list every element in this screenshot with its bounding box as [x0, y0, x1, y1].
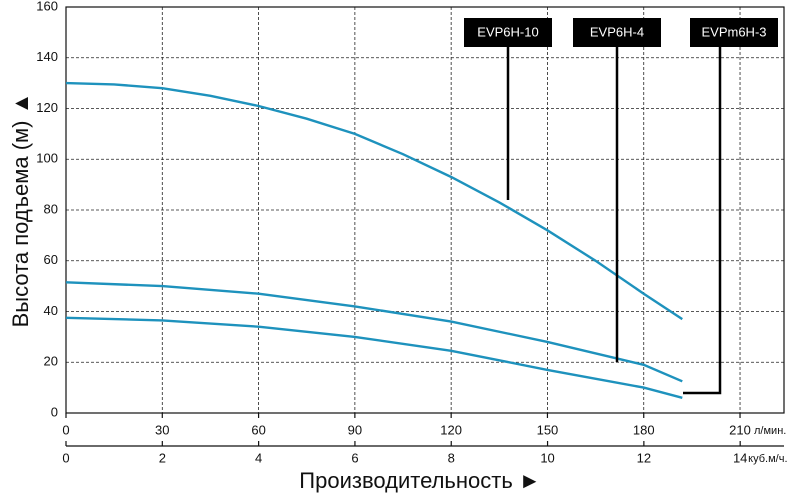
y-tick-label: 80 — [44, 201, 58, 216]
y-tick-label: 60 — [44, 252, 58, 267]
plot-frame — [65, 6, 785, 414]
legend-label: EVPm6H-3 — [701, 24, 766, 39]
legend-label: EVP6H-4 — [590, 24, 644, 39]
x2-tick-label: 2 — [159, 450, 166, 465]
x-tick-label: 150 — [537, 422, 559, 437]
x2-tick-label: 14 — [733, 450, 747, 465]
x-unit: л/мин. — [754, 425, 786, 437]
label-box — [464, 18, 552, 47]
x-axis-label: Производительность ► — [299, 468, 540, 493]
x-tick-label: 90 — [348, 422, 362, 437]
x2-tick-label: 6 — [351, 450, 358, 465]
legend-label: EVP6H-10 — [477, 24, 538, 39]
y-tick-label: 120 — [36, 100, 58, 115]
x2-tick-label: 10 — [540, 450, 554, 465]
x-tick-label: 30 — [155, 422, 169, 437]
x-tick-label: 210 — [729, 422, 751, 437]
curve — [65, 316, 683, 399]
x2-tick-label: 8 — [448, 450, 455, 465]
x-tick-label: 120 — [440, 422, 462, 437]
curve — [65, 281, 683, 383]
x-tick-label: 0 — [62, 422, 69, 437]
x2-tick-label: 4 — [255, 450, 262, 465]
leader-line — [683, 47, 722, 395]
y-tick-label: 100 — [36, 151, 58, 166]
y-axis-label: Высота подъема (м) ▲ — [8, 93, 33, 328]
curve — [65, 81, 683, 321]
y-tick-label: 20 — [44, 354, 58, 369]
y-tick-label: 160 — [36, 0, 58, 13]
y-tick-label: 140 — [36, 49, 58, 64]
x-tick-label: 180 — [633, 422, 655, 437]
x2-tick-label: 0 — [62, 450, 69, 465]
label-box — [690, 18, 778, 47]
x-tick-label: 60 — [251, 422, 265, 437]
y-tick-label: 40 — [44, 303, 58, 318]
x2-unit: куб.м/ч. — [748, 453, 787, 465]
label-box — [573, 18, 661, 47]
y-tick-label: 0 — [51, 404, 58, 419]
x2-tick-label: 12 — [637, 450, 651, 465]
